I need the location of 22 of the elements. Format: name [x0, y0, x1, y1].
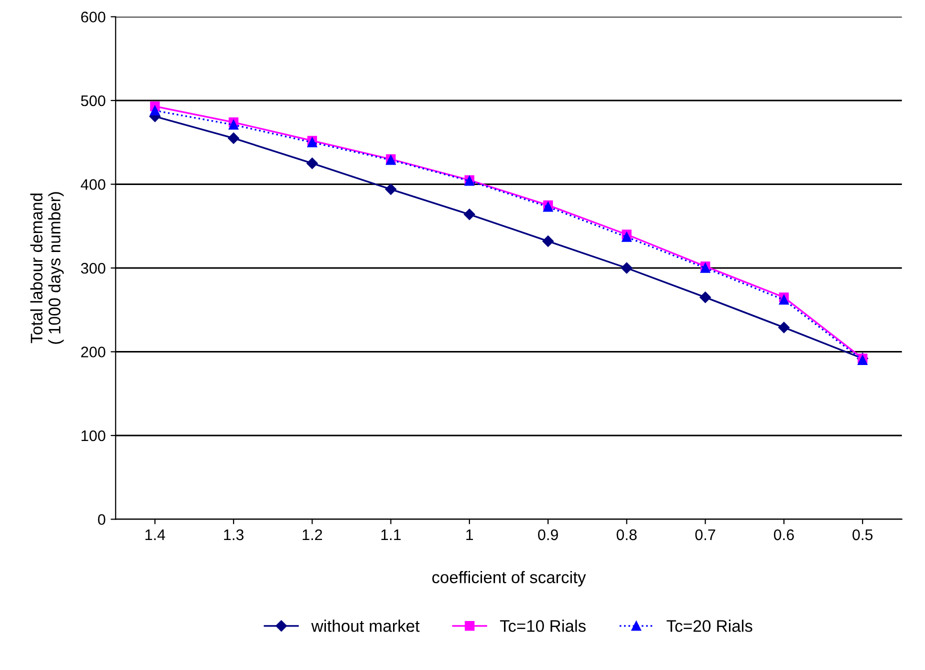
x-tick-label: 1 — [466, 530, 473, 540]
x-tick-label: 1.1 — [381, 530, 401, 540]
x-tick-label: 0.7 — [695, 529, 716, 540]
legend-label: without market — [311, 620, 420, 632]
x-tick-label: 0.9 — [538, 529, 558, 540]
legend-label: Tc=20 Rials — [666, 620, 752, 632]
y-tick-label: 0 — [98, 514, 106, 525]
y-tick-label: 100 — [82, 430, 106, 442]
x-axis-title: coefficient of scarcity — [432, 570, 586, 587]
x-tick-label: 0.6 — [774, 529, 794, 540]
y-tick-label: 200 — [81, 346, 106, 358]
x-tick-label: 0.8 — [616, 529, 637, 540]
y-tick-label: 500 — [81, 95, 106, 106]
y-tick-label: 300 — [81, 262, 106, 274]
y-tick-label: 400 — [80, 179, 106, 190]
x-tick-label: 0.5 — [852, 529, 873, 540]
x-tick-label: 1.2 — [302, 529, 322, 540]
y-tick-label: 600 — [81, 12, 106, 22]
x-tick-label: 1.4 — [145, 530, 166, 540]
legend-label: Tc=10 Rials — [500, 620, 586, 632]
y-axis-title: Total labour demand ( 1000 days number) — [30, 192, 64, 344]
x-tick-label: 1.3 — [224, 529, 244, 540]
